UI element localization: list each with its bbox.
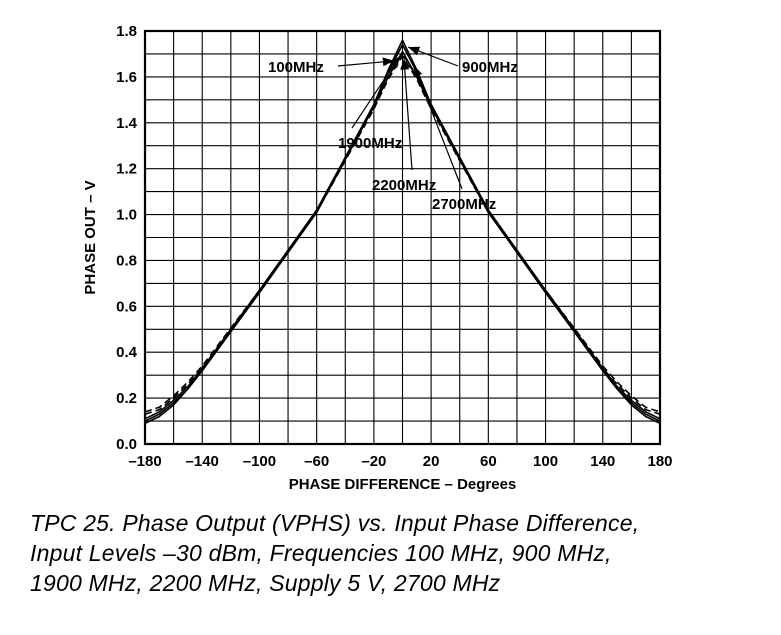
- x-tick-label: –60: [304, 453, 329, 470]
- annotation-label-2700mhz: 2700MHz: [432, 196, 496, 213]
- annotation-leader-1900mhz: [351, 55, 401, 129]
- x-tick-label: 140: [590, 453, 615, 470]
- y-tick-label: 0.6: [116, 298, 137, 315]
- y-tick-label: 1.0: [116, 207, 137, 224]
- y-axis-label: PHASE OUT – V: [82, 180, 99, 294]
- y-tick-labels: 0.0 0.2 0.4 0.6 0.8 1.0 1.2 1.4 1.6 1.8: [116, 23, 138, 453]
- x-tick-label: 100: [533, 453, 558, 470]
- y-tick-label: 0.0: [116, 436, 137, 453]
- y-tick-label: 1.2: [116, 161, 137, 178]
- y-tick-label: 1.6: [116, 69, 137, 86]
- annotation-label-100mhz: 100MHz: [268, 59, 324, 76]
- x-tick-label: –100: [243, 453, 276, 470]
- x-tick-label: 20: [423, 453, 440, 470]
- curves: [144, 39, 661, 425]
- x-tick-label: 180: [647, 453, 672, 470]
- x-tick-label: –180: [128, 453, 161, 470]
- y-tick-label: 1.8: [116, 23, 137, 40]
- caption-line: 1900 MHz, 2200 MHz, Supply 5 V, 2700 MHz: [30, 570, 501, 596]
- caption-line: Input Levels –30 dBm, Frequencies 100 MH…: [30, 540, 612, 566]
- x-tick-label: 60: [480, 453, 497, 470]
- figure-caption: TPC 25. Phase Output (VPHS) vs. Input Ph…: [30, 508, 770, 598]
- annotation-arrow-2700mhz: [413, 65, 423, 78]
- series-line-2700mhz: [144, 55, 661, 413]
- x-tick-label: –20: [361, 453, 386, 470]
- caption-line: TPC 25. Phase Output (VPHS) vs. Input Ph…: [30, 510, 640, 536]
- annotation-arrow-100mhz: [382, 57, 394, 67]
- y-tick-label: 1.4: [116, 115, 138, 132]
- annotation-arrow-1900mhz: [389, 56, 400, 68]
- annotation-arrow-2200mhz: [400, 58, 410, 70]
- series-line-1900mhz: [144, 50, 661, 422]
- annotation-label-900mhz: 900MHz: [462, 59, 518, 76]
- annotation-label-2200mhz: 2200MHz: [372, 177, 436, 194]
- grid: [145, 31, 660, 444]
- y-tick-label: 0.4: [116, 344, 138, 361]
- annotation-leader-2200mhz: [403, 58, 413, 171]
- annotation-arrow-900mhz: [408, 46, 421, 56]
- x-tick-label: –140: [186, 453, 219, 470]
- plot-frame: [143, 29, 662, 446]
- phase-output-chart: –180 –140 –100 –60 –20 20 60 100 140 180 0.00.20.…: [82, 23, 673, 493]
- annotation-label-1900mhz: 1900MHz: [338, 135, 402, 152]
- y-tick-label: 0.2: [116, 390, 137, 407]
- annotations: 100MHz 900MHz 1900MHz 2200MHz 2700MHz: [268, 46, 518, 213]
- series-line-900mhz: [144, 43, 661, 420]
- y-tick-label: 0.8: [116, 252, 137, 269]
- x-axis-label: PHASE DIFFERENCE – Degrees: [289, 476, 517, 493]
- annotation-leader-2700mhz: [413, 65, 463, 190]
- x-tick-labels: –180 –140 –100 –60 –20 20 60 100 140 180: [128, 453, 672, 470]
